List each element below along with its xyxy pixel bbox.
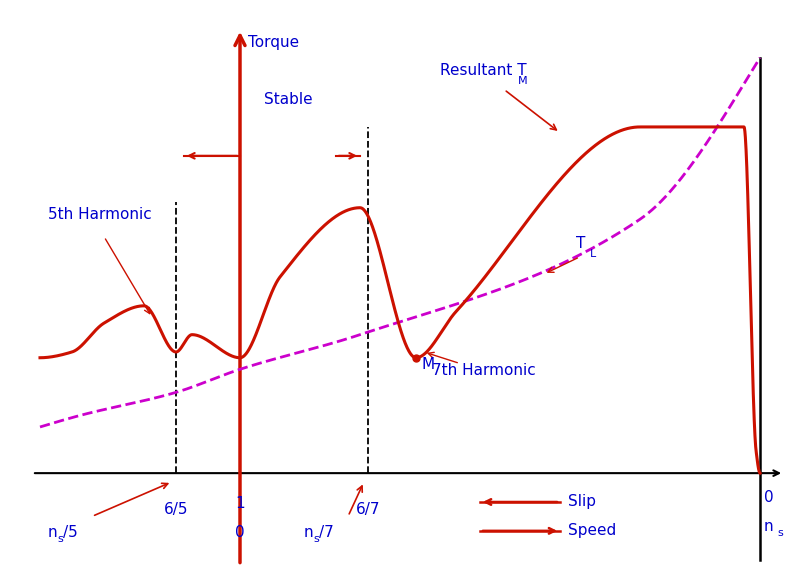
Text: s: s	[314, 534, 319, 544]
Text: /7: /7	[319, 525, 334, 540]
Text: 0: 0	[764, 490, 774, 505]
Text: n: n	[48, 525, 58, 540]
Text: n: n	[764, 519, 774, 534]
Text: 0: 0	[235, 525, 245, 540]
Text: L: L	[590, 249, 596, 258]
Text: T: T	[576, 236, 586, 251]
Text: M: M	[518, 76, 527, 85]
Text: s: s	[778, 528, 783, 538]
Text: M: M	[422, 357, 434, 372]
Text: 7th Harmonic: 7th Harmonic	[432, 363, 536, 378]
Text: /5: /5	[63, 525, 78, 540]
Text: 6/5: 6/5	[164, 502, 188, 517]
Text: Torque: Torque	[248, 35, 299, 50]
Text: n: n	[304, 525, 314, 540]
Text: s: s	[58, 534, 63, 544]
Text: Speed: Speed	[568, 523, 616, 538]
Text: 5th Harmonic: 5th Harmonic	[48, 207, 152, 222]
Text: Resultant T: Resultant T	[440, 63, 526, 78]
Text: Stable: Stable	[264, 92, 312, 107]
Text: Slip: Slip	[568, 494, 596, 509]
Text: 1: 1	[235, 496, 245, 511]
Text: 6/7: 6/7	[356, 502, 380, 517]
